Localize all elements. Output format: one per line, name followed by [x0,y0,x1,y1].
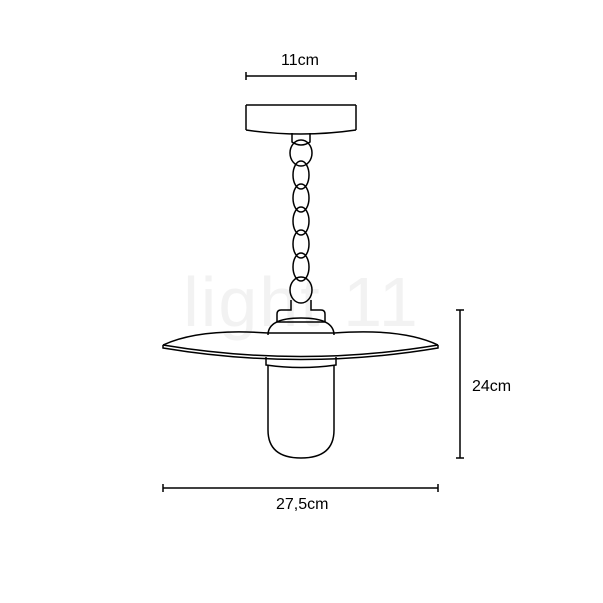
diagram-container: light 11 [0,0,603,603]
lamp-shade [163,332,438,360]
dim-line-top [246,72,356,80]
top-ring [290,140,312,166]
lamp-holder [268,300,334,335]
ceiling-canopy [246,105,356,145]
pendant-lamp-diagram [0,0,603,603]
bulb-glass [268,365,334,458]
dim-line-bottom [163,484,438,492]
chain [293,161,309,281]
dim-line-right [456,310,464,458]
